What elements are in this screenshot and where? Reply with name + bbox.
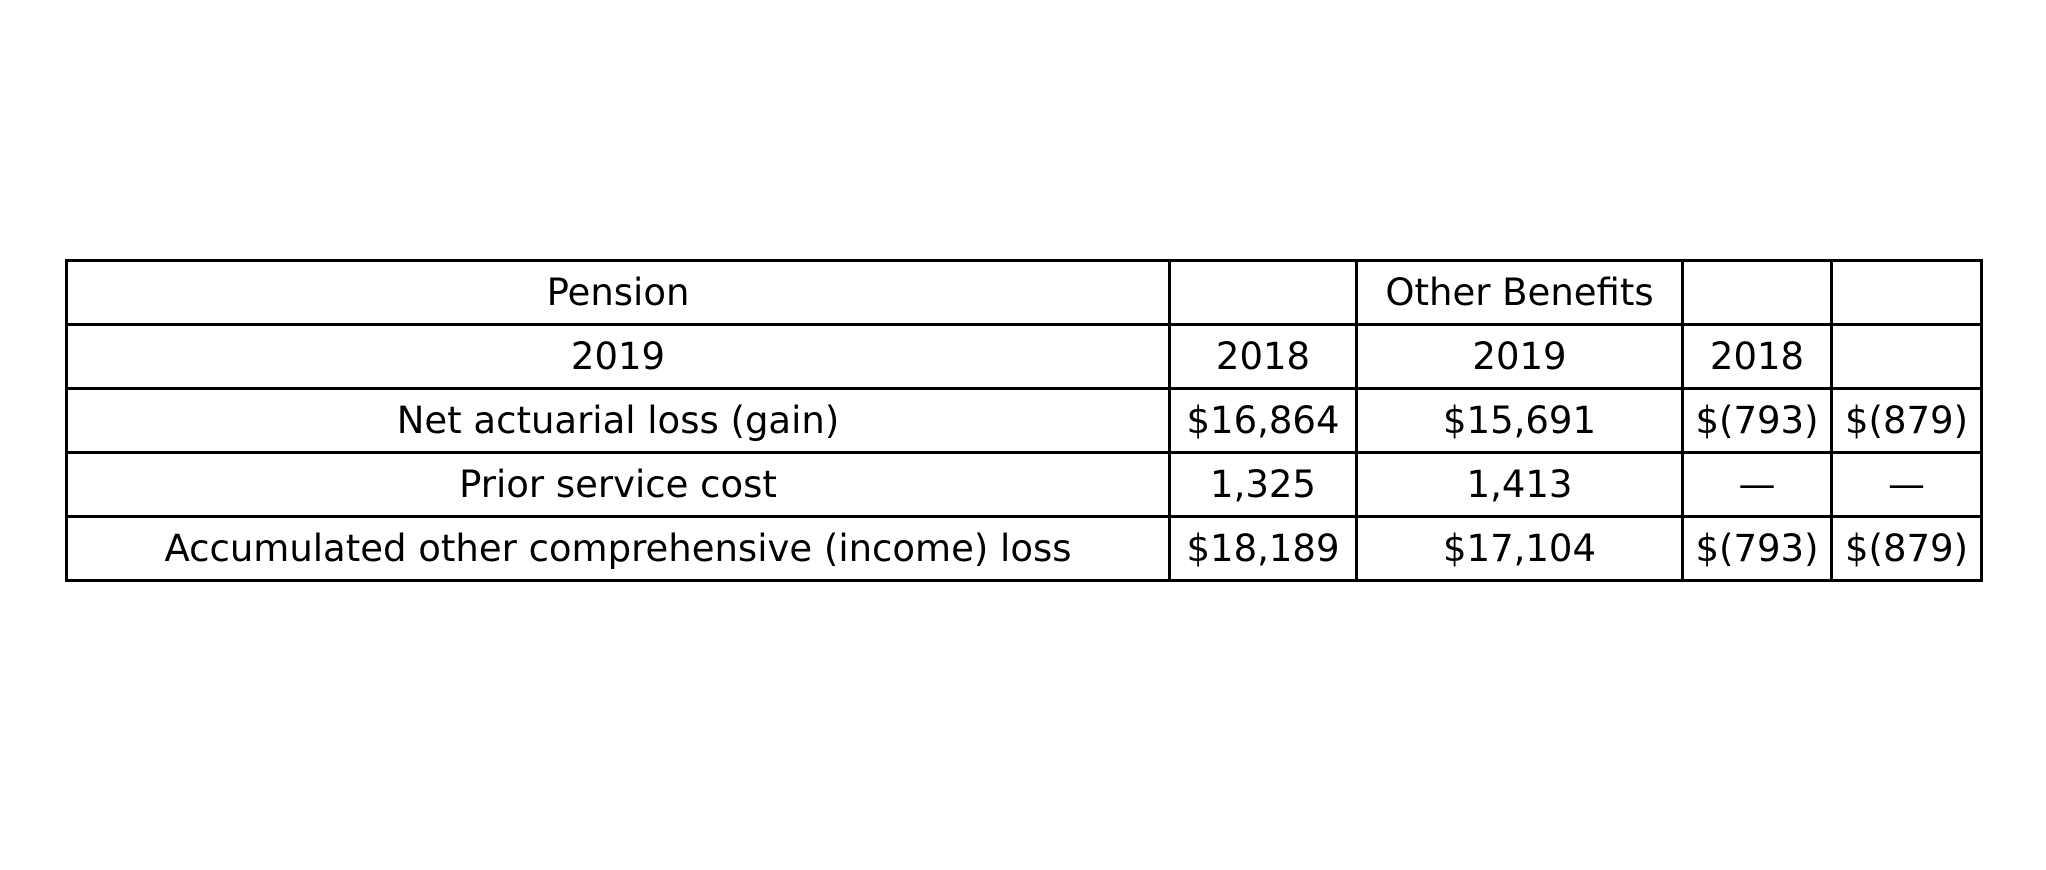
table-cell: 2018 — [1681, 323, 1833, 390]
table-cell — [1830, 259, 1983, 326]
table-cell: $15,691 — [1355, 387, 1684, 454]
table-cell: $(793) — [1681, 387, 1833, 454]
table-cell: $16,864 — [1168, 387, 1358, 454]
table-cell — [1168, 259, 1358, 326]
table-cell: $(879) — [1830, 387, 1983, 454]
table-cell: $17,104 — [1355, 515, 1684, 582]
table-row: Net actuarial loss (gain) $16,864 $15,69… — [65, 387, 1983, 454]
table-cell: Pension — [65, 259, 1171, 326]
table-row: Accumulated other comprehensive (income)… — [65, 515, 1983, 582]
table-cell — [1681, 259, 1833, 326]
table-cell: 2019 — [1355, 323, 1684, 390]
table-header-row-group: Pension Other Benefits — [65, 259, 1983, 326]
row-label: Accumulated other comprehensive (income)… — [65, 515, 1171, 582]
table-cell — [1830, 323, 1983, 390]
table-cell: — — [1681, 451, 1833, 518]
table-cell: $(793) — [1681, 515, 1833, 582]
table-cell: 1,325 — [1168, 451, 1358, 518]
table-cell: 1,413 — [1355, 451, 1684, 518]
table-header-row-year: 2019 2018 2019 2018 — [65, 323, 1983, 390]
row-label: Prior service cost — [65, 451, 1171, 518]
table-cell: Other Benefits — [1355, 259, 1684, 326]
table-cell: — — [1830, 451, 1983, 518]
table-cell: $(879) — [1830, 515, 1983, 582]
table-row: Prior service cost 1,325 1,413 — — — [65, 451, 1983, 518]
table-cell: $18,189 — [1168, 515, 1358, 582]
pension-benefits-table: Pension Other Benefits 2019 2018 2019 20… — [65, 259, 1983, 582]
row-label: Net actuarial loss (gain) — [65, 387, 1171, 454]
table-cell: 2019 — [65, 323, 1171, 390]
table-cell: 2018 — [1168, 323, 1358, 390]
